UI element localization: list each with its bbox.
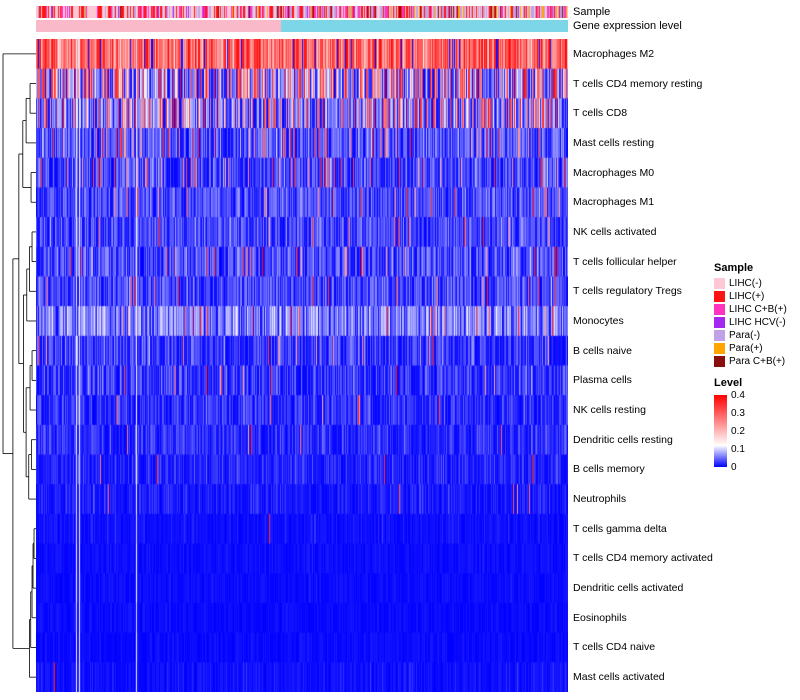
row-label: NK cells activated [573,225,657,238]
row-label: Plasma cells [573,374,632,387]
row-label: T cells CD4 memory resting [573,77,703,90]
sample-legend-items: LIHC(-) LIHC(+) LIHC C+B(+) LIHC HCV(-) Para… [714,277,800,368]
level-tick-label: 0.4 [731,390,745,401]
legend-item-label: Para(+) [729,343,763,354]
row-label: Macrophages M1 [573,196,655,209]
row-label: Dendritic cells resting [573,433,673,446]
row-label: Eosinophils [573,611,627,624]
legend-item-label: Para C+B(+) [729,356,786,367]
legend-swatch [714,330,725,341]
legend-item: Para(+) [714,342,800,355]
row-dendrogram [2,53,36,678]
level-tick-label: 0 [731,462,737,473]
row-label: Neutrophils [573,493,627,506]
legend-item: LIHC(+) [714,290,800,303]
level-gradient-bar [714,395,727,467]
sample-annotation-label: Sample [573,6,611,18]
sample-annotation-bar [36,6,568,18]
legend-swatch [714,304,725,315]
level-tick-label: 0.2 [731,426,745,437]
legend-item-label: LIHC(-) [729,278,762,289]
legend-swatch [714,356,725,367]
legend-panel: Sample LIHC(-) LIHC(+) LIHC C+B(+) LIHC HCV… [714,262,800,473]
row-label: T cells regulatory Tregs [573,285,682,298]
legend-item-label: LIHC C+B(+) [729,304,787,315]
sample-legend-title: Sample [714,262,754,274]
legend-item-label: LIHC HCV(-) [729,317,786,328]
legend-swatch [714,317,725,328]
legend-item: LIHC C+B(+) [714,303,800,316]
heatmap-canvas [36,39,568,692]
legend-item: Para(-) [714,329,800,342]
row-label: T cells CD8 [573,107,628,120]
level-legend-gradient-wrap: 0.4 0.3 0.2 0.1 0 [714,390,800,473]
legend-swatch [714,343,725,354]
row-label: Monocytes [573,314,624,327]
legend-swatch [714,278,725,289]
legend-item: LIHC HCV(-) [714,316,800,329]
row-label: NK cells resting [573,404,646,417]
legend-item: Para C+B(+) [714,355,800,368]
row-label: Dendritic cells activated [573,582,684,595]
gene-expression-annotation-bar [36,20,568,32]
row-label: T cells gamma delta [573,522,667,535]
legend-swatch [714,291,725,302]
row-label: B cells memory [573,463,645,476]
row-label: B cells naive [573,344,632,357]
row-label: Macrophages M0 [573,166,655,179]
level-tick-label: 0.1 [731,444,745,455]
legend-item: LIHC(-) [714,277,800,290]
row-label: Mast cells resting [573,136,655,149]
gene-expression-annotation-label: Gene expression level [573,20,682,32]
row-label: Mast cells activated [573,671,665,684]
row-label: T cells CD4 naive [573,641,656,654]
row-label: T cells CD4 memory activated [573,552,713,565]
level-tick-label: 0.3 [731,408,745,419]
row-label: T cells follicular helper [573,255,677,268]
legend-item-label: Para(-) [729,330,761,341]
legend-item-label: LIHC(+) [729,291,765,302]
level-legend-title: Level [714,377,743,389]
row-label: Macrophages M2 [573,47,655,60]
